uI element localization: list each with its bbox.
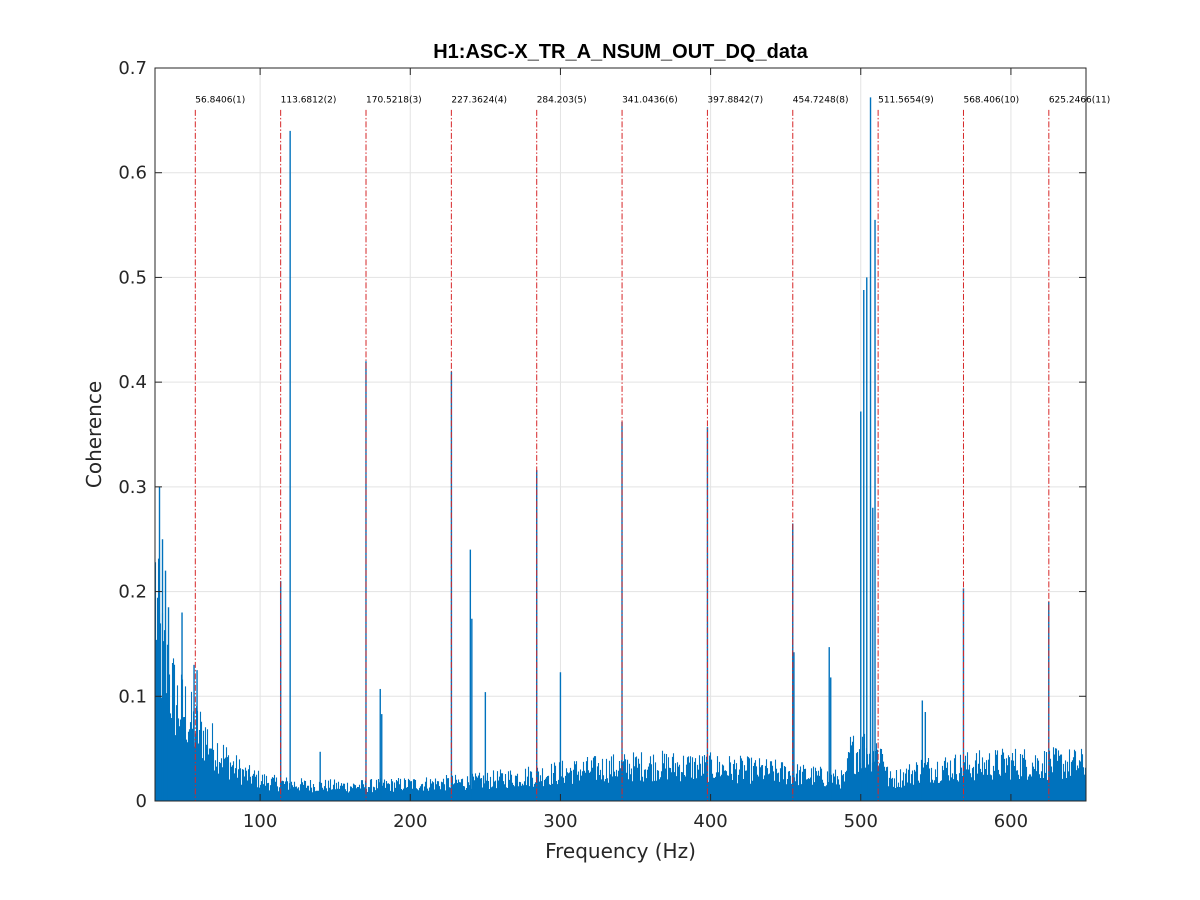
y-tick-label: 0.2	[118, 582, 147, 603]
harmonic-marker-label: 397.8842(7)	[707, 96, 763, 106]
axis-ticks: 100 200 300 400 500 600 0 0.1 0.2 0.3 0.4 0.5 0.6 0.7	[118, 58, 1086, 832]
chart-title: H1:ASC-X_TR_A_NSUM_OUT_DQ_data	[433, 41, 808, 63]
harmonic-marker-label: 113.6812(2)	[281, 96, 337, 106]
y-axis-label: Coherence	[82, 381, 106, 488]
y-tick-label: 0.1	[118, 686, 147, 707]
y-tick-label: 0.5	[118, 267, 147, 288]
harmonic-marker-label: 170.5218(3)	[366, 96, 422, 106]
x-tick-label: 500	[844, 811, 878, 832]
x-tick-label: 600	[994, 811, 1028, 832]
y-tick-label: 0.6	[118, 163, 147, 184]
x-tick-label: 100	[243, 811, 277, 832]
plot-border	[154, 67, 1087, 802]
x-tick-label: 200	[393, 811, 427, 832]
x-tick-label: 400	[693, 811, 727, 832]
harmonic-marker-label: 227.3624(4)	[451, 96, 507, 106]
harmonic-marker-label: 625.2466(11)	[1049, 96, 1110, 106]
y-tick-label: 0.7	[118, 58, 147, 79]
y-tick-label: 0.3	[118, 477, 147, 498]
harmonic-marker-label: 454.7248(8)	[793, 96, 849, 106]
harmonic-markers: 56.8406(1) 113.6812(2) 170.5218(3) 227.3624…	[194, 96, 1110, 801]
x-axis-label: Frequency (Hz)	[545, 839, 696, 863]
harmonic-marker-label: 341.0436(6)	[622, 96, 678, 106]
harmonic-marker-label: 284.203(5)	[537, 96, 587, 106]
harmonic-marker-label: 568.406(10)	[963, 96, 1019, 106]
x-tick-label: 300	[543, 811, 577, 832]
harmonic-marker-label: 511.5654(9)	[878, 96, 934, 106]
plot-area	[155, 68, 1086, 801]
harmonic-marker-label: 56.8406(1)	[195, 96, 245, 106]
y-tick-label: 0	[136, 791, 147, 812]
y-tick-label: 0.4	[118, 372, 147, 393]
